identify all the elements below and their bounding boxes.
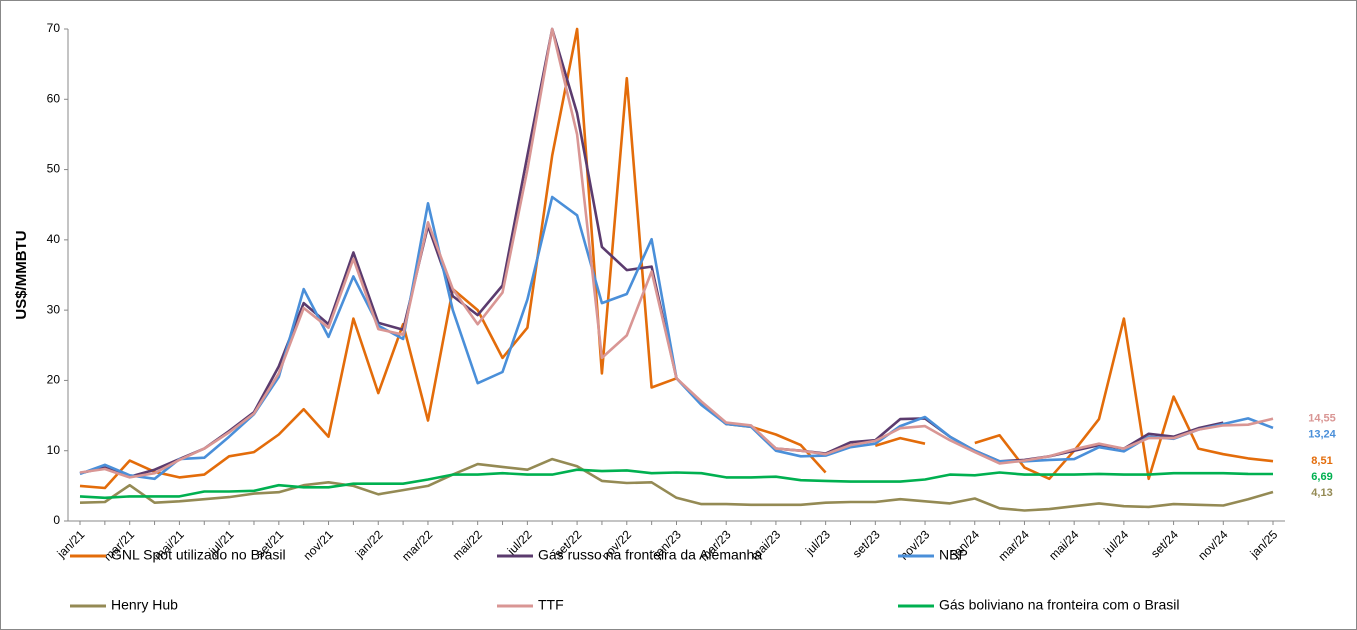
y-tick-label: 60 xyxy=(47,91,61,105)
series-line xyxy=(79,468,1274,500)
y-tick-label: 40 xyxy=(47,232,61,246)
legend-label: NBP xyxy=(939,547,968,563)
legend-label: GNL Spot utilizado no Brasil xyxy=(111,547,286,563)
y-tick-label: 50 xyxy=(47,162,61,176)
legend-label: TTF xyxy=(538,597,564,613)
series-line xyxy=(79,457,1274,512)
value-label: 14,55 xyxy=(1308,413,1336,425)
y-tick-label: 70 xyxy=(47,21,61,35)
y-tick-label: 20 xyxy=(47,373,61,387)
value-label: 13,24 xyxy=(1308,429,1336,441)
value-label: 4,13 xyxy=(1311,487,1332,499)
y-tick-label: 10 xyxy=(47,443,61,457)
series-line xyxy=(79,27,1274,479)
legend-label: Gás russo na fronteira da Alemanha xyxy=(538,547,762,563)
y-tick-label: 30 xyxy=(47,302,61,316)
y-tick-label: 0 xyxy=(53,513,60,527)
value-label: 8,51 xyxy=(1311,455,1332,467)
value-label: 6,69 xyxy=(1311,471,1332,483)
legend-label: Gás boliviano na fronteira com o Brasil xyxy=(939,597,1179,613)
y-axis-title: US$/MMBTU xyxy=(13,230,30,319)
legend-label: Henry Hub xyxy=(111,597,178,613)
